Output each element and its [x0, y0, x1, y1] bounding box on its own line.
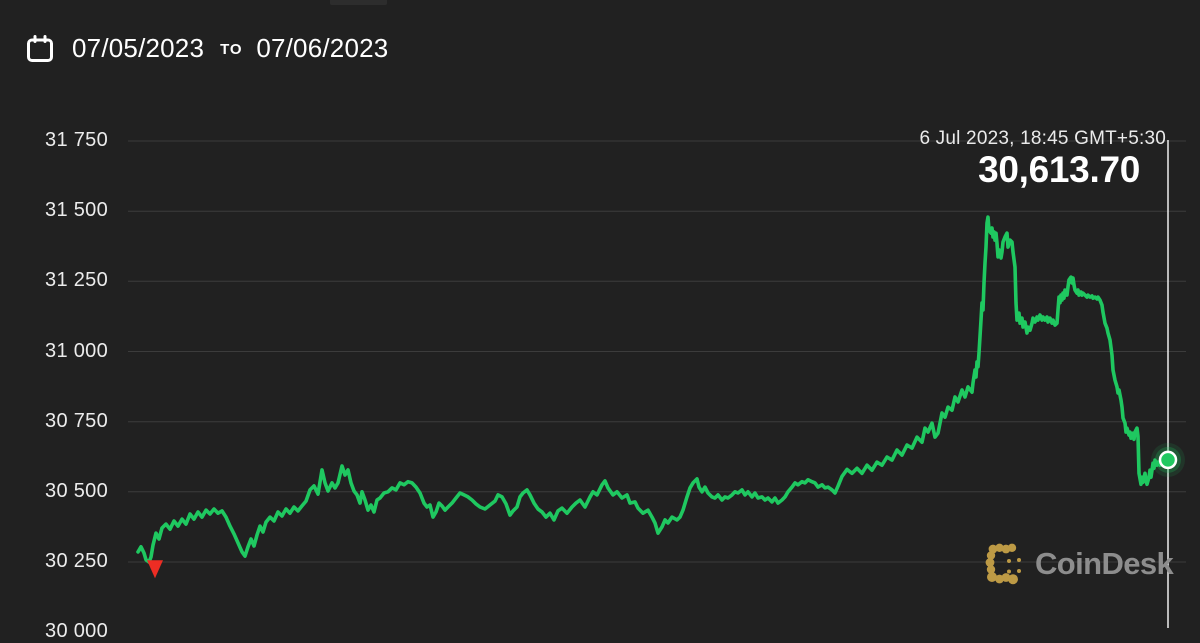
coindesk-logo-icon [985, 543, 1021, 585]
red-down-triangle-icon [147, 560, 163, 579]
price-chart[interactable] [0, 0, 1200, 628]
date-range-picker[interactable]: 07/05/2023 TO 07/06/2023 [25, 33, 388, 64]
y-axis-tick-label: 30 750 [45, 409, 108, 432]
y-axis: 31 750 31 500 31 250 31 000 30 750 30 500 30 2… [0, 0, 110, 642]
green-dot-icon [1158, 450, 1178, 470]
date-range-to-label: TO [220, 41, 243, 58]
coindesk-watermark: CoinDesk [984, 541, 1174, 587]
price-line [136, 215, 1170, 564]
y-axis-tick-label: 31 250 [45, 269, 108, 292]
y-axis-tick-label: 31 500 [45, 199, 108, 222]
y-axis-tick-label: 30 500 [45, 479, 108, 502]
tooltip-price: 30,613.70 [978, 149, 1140, 190]
tooltip-timestamp: 6 Jul 2023, 18:45 GMT+5:30 [919, 128, 1166, 149]
date-to[interactable]: 07/06/2023 [256, 33, 389, 63]
y-axis-tick-label: 30 250 [45, 550, 108, 573]
date-from[interactable]: 07/05/2023 [72, 33, 205, 63]
y-axis-tick-label: 30 000 [45, 620, 108, 643]
calendar-icon[interactable] [25, 34, 55, 64]
coindesk-logo-text: CoinDesk [1035, 546, 1174, 581]
cropped-top-element [330, 0, 387, 5]
y-axis-tick-label: 31 750 [45, 129, 108, 152]
y-axis-tick-label: 31 000 [45, 339, 108, 362]
